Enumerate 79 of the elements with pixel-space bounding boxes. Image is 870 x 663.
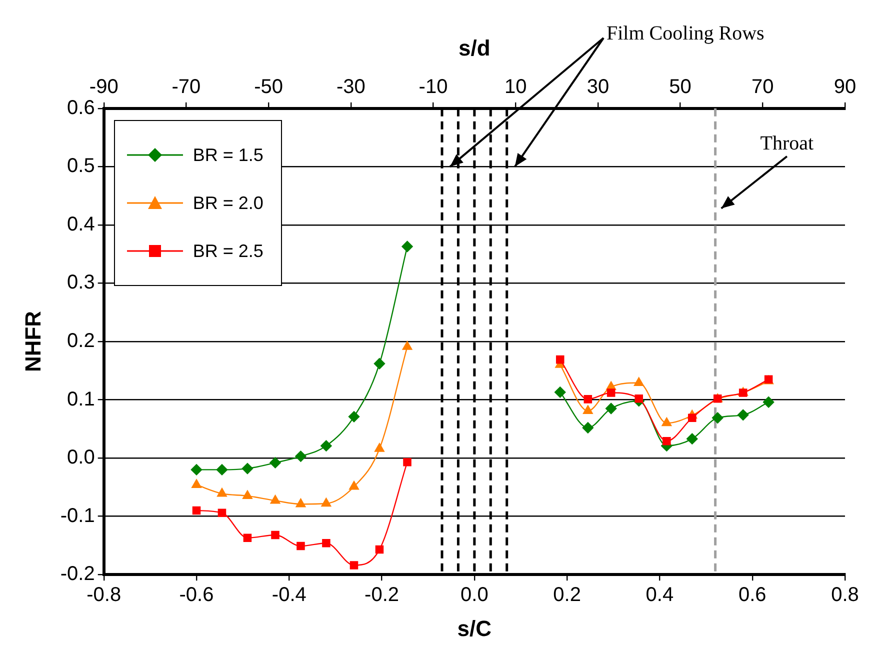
point (662, 437, 671, 446)
x2-tick-label: 10 (504, 76, 527, 98)
ref-line-label: Throat (760, 132, 814, 155)
x2-tick-label: 30 (586, 76, 610, 98)
point (322, 538, 330, 548)
x-tick-label: 0.8 (831, 584, 859, 606)
x2-tick-label: 70 (752, 76, 774, 98)
x-tick-label: -0.8 (86, 584, 122, 606)
point (374, 358, 386, 370)
point (634, 394, 644, 403)
x-tick-label: 0.0 (460, 584, 488, 606)
x2-tick-label: -50 (254, 76, 284, 98)
x2-tick-label: -10 (418, 76, 448, 98)
point (605, 402, 617, 414)
point (242, 462, 254, 474)
x-tick-label: -0.2 (364, 584, 400, 606)
point (270, 457, 281, 468)
x2-tick-label: -90 (89, 76, 118, 98)
point (554, 386, 566, 398)
point (403, 458, 412, 466)
point (762, 396, 774, 408)
point (190, 464, 202, 476)
x2-tick-label: 90 (834, 76, 856, 98)
point (712, 412, 724, 424)
x2-tick-label: -30 (336, 76, 366, 98)
point (270, 494, 280, 504)
point (192, 506, 201, 515)
y-tick-label: -0.2 (60, 563, 95, 586)
x-tick-label: 0.6 (738, 584, 766, 606)
y-tick-label: 0.2 (67, 330, 95, 352)
point (688, 414, 696, 422)
x-tick-label: 0.2 (553, 584, 581, 606)
x-tick-label: -0.6 (179, 584, 214, 606)
x2-tick-label: 50 (669, 76, 692, 98)
y-tick-label: -0.1 (60, 504, 95, 527)
point (582, 422, 594, 434)
y-tick-label: 0.4 (67, 213, 95, 236)
point (217, 488, 227, 497)
point (348, 411, 360, 422)
legend-label: BR = 2.0 (192, 192, 264, 214)
text: Film Cooling Rows (606, 22, 765, 44)
point (295, 450, 306, 462)
point (634, 377, 644, 386)
point (296, 498, 306, 508)
x-tick-label: -0.4 (272, 584, 306, 606)
point (606, 388, 616, 397)
y-tick-label: 0.0 (67, 446, 95, 469)
legend-label: BR = 1.5 (192, 144, 264, 166)
point (243, 534, 252, 542)
point (662, 417, 672, 426)
point (242, 490, 252, 500)
x-axis-title: s/C (457, 616, 492, 641)
point (584, 395, 592, 404)
legend-label: BR = 2.5 (192, 240, 264, 262)
point (737, 409, 749, 421)
point (582, 405, 593, 414)
y-tick-label: 0.1 (67, 388, 95, 410)
point (320, 440, 332, 452)
point (402, 341, 412, 350)
point (321, 498, 332, 507)
x-tick-label: 0.4 (646, 584, 674, 606)
point (350, 561, 358, 570)
point (402, 240, 413, 252)
point (218, 508, 226, 517)
x2-tick-label: -70 (172, 76, 201, 98)
point (375, 545, 384, 554)
y-tick-label: 0.3 (67, 272, 95, 294)
point (374, 443, 384, 452)
y-axis-title: NHFR (20, 310, 46, 372)
x2-axis-title: s/d (458, 35, 490, 60)
point (192, 479, 202, 488)
point (271, 530, 280, 540)
point (216, 464, 228, 476)
point (296, 542, 305, 550)
point (349, 481, 359, 490)
point (686, 433, 698, 444)
y-tick-label: 0.6 (67, 96, 95, 119)
point (556, 355, 564, 364)
y-tick-label: 0.5 (67, 155, 95, 178)
